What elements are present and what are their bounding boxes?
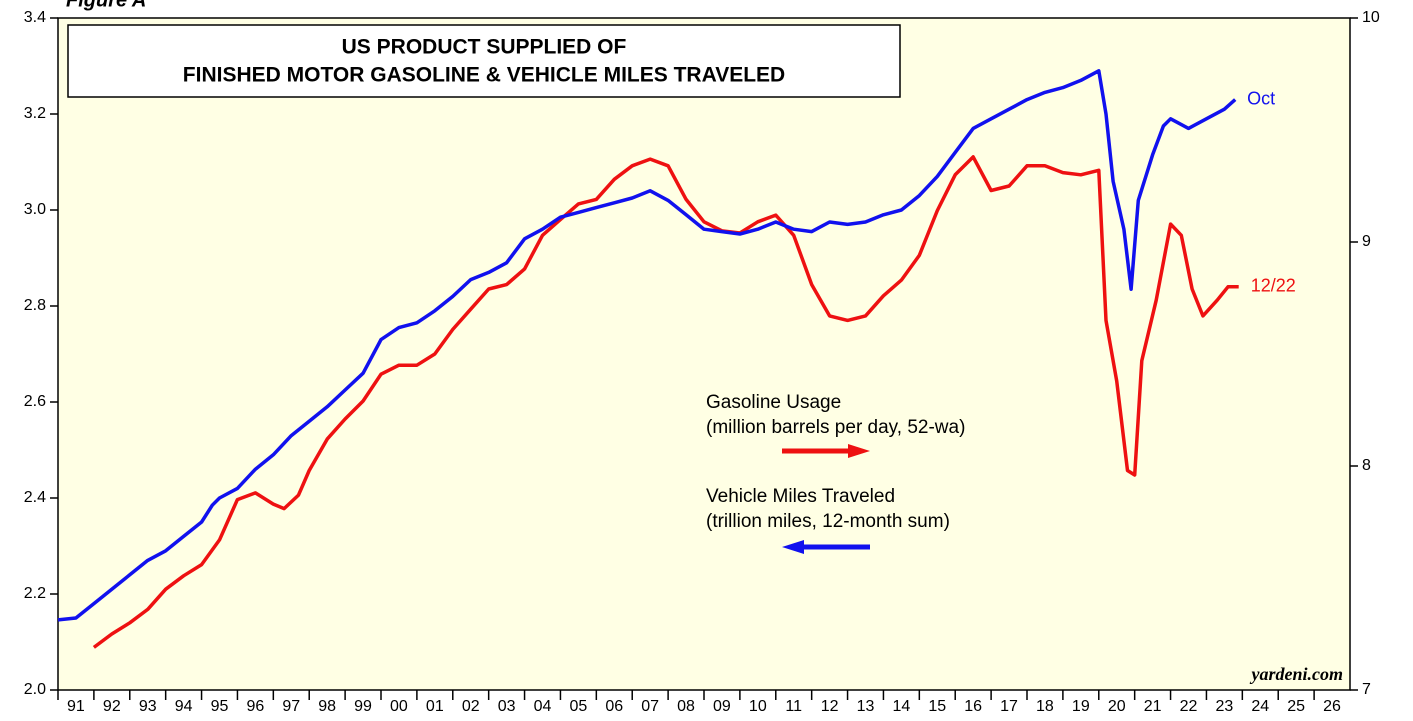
x-tick-label: 16 xyxy=(964,698,982,715)
x-tick-label: 94 xyxy=(175,698,193,715)
y-tick-label: 2.6 xyxy=(24,393,46,410)
y2-tick-label: 7 xyxy=(1362,681,1371,698)
source: yardeni.com xyxy=(1250,664,1344,684)
x-tick-label: 03 xyxy=(498,698,516,715)
x-tick-label: 18 xyxy=(1036,698,1054,715)
figure-label: Figure A xyxy=(66,0,146,11)
legend-unit: (million barrels per day, 52-wa) xyxy=(706,417,965,438)
x-tick-label: 93 xyxy=(139,698,157,715)
x-tick-label: 12 xyxy=(821,698,839,715)
x-tick-label: 13 xyxy=(857,698,875,715)
series-line xyxy=(92,155,1239,649)
x-tick-label: 19 xyxy=(1072,698,1090,715)
x-tick-label: 11 xyxy=(785,698,802,715)
y-tick-label: 3.2 xyxy=(24,105,46,122)
x-tick-label: 00 xyxy=(390,698,408,715)
x-tick-label: 98 xyxy=(318,698,336,715)
chart-title: US PRODUCT SUPPLIED OF xyxy=(342,36,627,59)
x-tick-label: 26 xyxy=(1323,698,1341,715)
x-tick-label: 06 xyxy=(605,698,623,715)
x-tick-label: 17 xyxy=(1000,698,1018,715)
chart-title: FINISHED MOTOR GASOLINE & VEHICLE MILES … xyxy=(183,64,785,87)
x-tick-label: 05 xyxy=(569,698,587,715)
end-label: 12/22 xyxy=(1251,276,1296,296)
x-tick-label: 10 xyxy=(749,698,767,715)
x-tick-label: 95 xyxy=(211,698,229,715)
legend-label: Vehicle Miles Traveled xyxy=(706,486,895,507)
y2-tick-label: 8 xyxy=(1362,457,1371,474)
x-tick-label: 02 xyxy=(462,698,480,715)
legend-label: Gasoline Usage xyxy=(706,392,841,413)
y-tick-label: 2.8 xyxy=(24,297,46,314)
x-tick-label: 20 xyxy=(1108,698,1126,715)
x-tick-label: 14 xyxy=(892,698,910,715)
x-tick-label: 96 xyxy=(246,698,264,715)
x-tick-label: 91 xyxy=(67,698,85,715)
y-tick-label: 2.0 xyxy=(24,681,46,698)
x-tick-label: 92 xyxy=(103,698,121,715)
x-tick-label: 22 xyxy=(1180,698,1198,715)
x-tick-label: 99 xyxy=(354,698,372,715)
y-tick-label: 3.4 xyxy=(24,9,46,26)
x-tick-label: 21 xyxy=(1144,698,1162,715)
y-tick-label: 2.4 xyxy=(24,489,46,506)
legend-unit: (trillion miles, 12-month sum) xyxy=(706,511,950,532)
x-tick-label: 25 xyxy=(1287,698,1305,715)
end-label: Oct xyxy=(1247,88,1275,108)
x-tick-label: 23 xyxy=(1215,698,1233,715)
x-tick-label: 97 xyxy=(282,698,300,715)
y-tick-label: 2.2 xyxy=(24,585,46,602)
x-tick-label: 01 xyxy=(426,698,444,715)
title-box xyxy=(67,24,901,98)
y2-tick-label: 9 xyxy=(1362,233,1371,250)
x-tick-label: 09 xyxy=(713,698,731,715)
x-tick-label: 07 xyxy=(641,698,659,715)
plot-area xyxy=(57,17,1351,691)
x-tick-label: 24 xyxy=(1251,698,1269,715)
legend-arrowhead xyxy=(782,540,804,554)
x-tick-label: 04 xyxy=(534,698,552,715)
x-tick-label: 15 xyxy=(928,698,946,715)
y-tick-label: 3.0 xyxy=(24,201,46,218)
legend-arrowhead xyxy=(848,444,870,458)
y2-tick-label: 10 xyxy=(1362,9,1380,26)
x-tick-label: 08 xyxy=(677,698,695,715)
series-line xyxy=(57,69,1237,622)
